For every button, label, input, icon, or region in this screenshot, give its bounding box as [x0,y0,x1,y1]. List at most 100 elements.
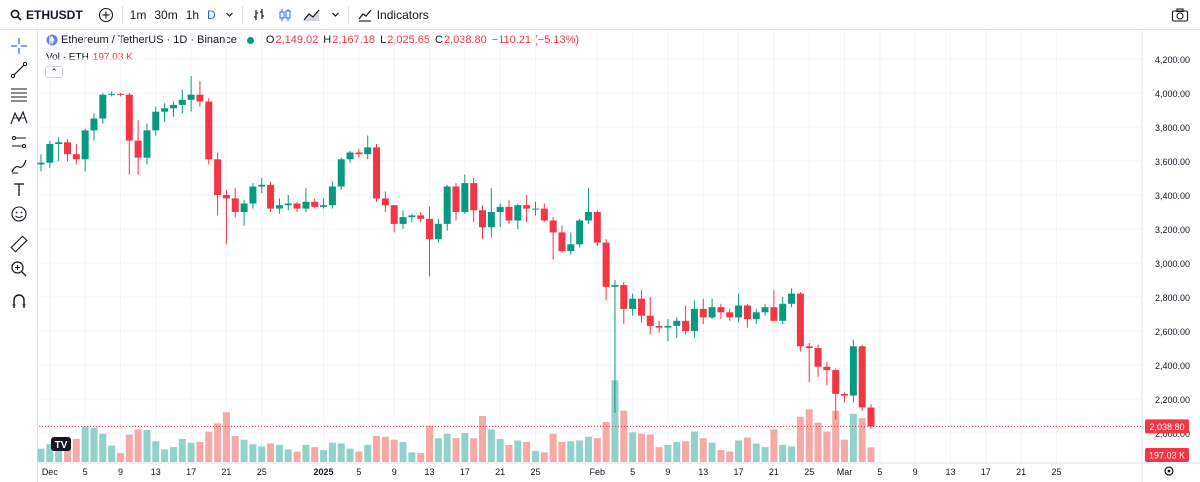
crosshair-icon [11,38,27,54]
candle-body [434,223,442,240]
candle-body [373,147,381,199]
candle-body [487,212,495,228]
volume-bar [858,418,866,462]
bars-style-button[interactable] [246,0,272,30]
candle-body [169,104,177,109]
price-badges: 2,038.80 197.03 K [1145,419,1189,462]
volume-bar [116,453,124,462]
symbol-search[interactable]: ETHUSDT [0,0,93,30]
candle-body [726,312,734,318]
time-tick-label: 5 [83,467,88,477]
magnet-tool[interactable] [9,291,29,311]
grid-lines [39,31,1200,482]
change-value: −110.21 (−5.13%) [491,34,580,46]
measure-tool[interactable] [9,132,29,152]
volume-bar [390,439,398,462]
text-tool[interactable] [9,180,29,200]
volume-bar [567,441,575,462]
emoji-icon [11,206,27,222]
candle-body [761,307,769,313]
volume-bar [735,440,743,462]
candle-body [849,346,857,396]
volume-bar [593,438,601,462]
screenshot-button[interactable] [1166,0,1194,30]
candle-body [311,201,319,207]
pattern-tool[interactable] [9,108,29,128]
candle-body [63,142,71,155]
interval-d[interactable]: D [207,7,216,22]
volume-bar [549,433,557,462]
volume-bar [540,452,548,462]
price-tick-label: 2,400.00 [1155,361,1190,371]
emoji-tool[interactable] [9,204,29,224]
volume-bar [726,451,734,462]
candle-body [267,184,275,209]
interval-dropdown[interactable] [220,0,239,30]
volume-bar [470,438,478,462]
volume-bar [708,442,716,462]
candles-style-button[interactable] [272,0,298,30]
volume-bar [673,441,681,462]
time-tick-label: 9 [913,467,918,477]
collapse-legend-button[interactable]: ⌃ [45,66,63,78]
indicators-button[interactable]: Indicators [352,0,434,30]
volume-bar [461,433,469,462]
candle-body [214,159,222,195]
time-tick-label: 17 [186,467,196,477]
high-value: 2,167.18 [332,34,376,46]
volume-legend: Vol · ETH 197.03 K [46,52,133,63]
gear-center [1167,469,1171,473]
area-style-button[interactable] [298,0,326,30]
svg-text:TV: TV [55,440,68,451]
interval-1h[interactable]: 1h [185,7,200,22]
interval-30m[interactable]: 30m [154,7,178,22]
candles-icon [279,8,291,21]
time-tick-label: 9 [392,467,397,477]
zoom-tool[interactable] [9,259,29,279]
candle-body [611,285,619,287]
bar-chart-icon [253,8,264,20]
chart-style-dropdown[interactable] [326,0,345,30]
brush-tool[interactable] [9,156,29,176]
candle-body [832,370,840,394]
candle-body [620,285,628,309]
volume-bar [487,429,495,462]
candle-body [337,159,345,187]
candle-body [390,205,398,224]
time-tick-label: 5 [356,467,361,477]
volume-bar [664,444,672,462]
volume-bar [408,452,416,462]
chart-settings-button[interactable] [1164,466,1174,476]
volume-bar [434,438,442,462]
time-tick-label: 17 [734,467,744,477]
candle-body [673,320,681,326]
volume-bar [426,425,434,462]
compare-button[interactable] [93,0,119,30]
trend-line-tool[interactable] [9,60,29,80]
volume-bar [178,438,186,462]
volume-bar [187,442,195,462]
ruler-tool[interactable] [9,234,29,254]
volume-bar [646,434,654,462]
volume-bar [849,413,857,462]
volume-bar [72,438,80,462]
price-tick-label: 3,400.00 [1155,191,1190,201]
crosshair-tool[interactable] [9,36,29,56]
time-tick-label: 13 [425,467,435,477]
time-axis: Dec 5 9 13 17 21 25 2025 5 9 13 17 21 25 Feb 5 9 13 17 21 25… [42,467,1062,477]
volume-bar [222,412,230,462]
volume-bar [214,423,222,462]
legend-title[interactable]: Ethereum / TetherUS · 1D · Binance [61,34,237,46]
candle-body [531,208,539,210]
fib-tool[interactable] [9,84,29,104]
interval-1m[interactable]: 1m [129,7,147,22]
fib-icon [11,88,27,102]
candle-body [690,308,698,331]
last-price-badge [1145,419,1189,434]
volume-bar [55,440,63,462]
candle-body [655,325,663,328]
low-key: L [380,34,387,46]
volume-value: 197.03 K [92,52,133,63]
price-tick-label: 2,800.00 [1155,293,1190,303]
